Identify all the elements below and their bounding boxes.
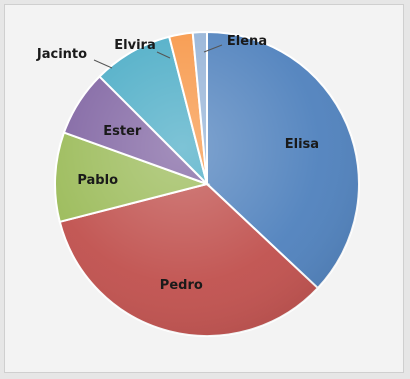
leader-line-elvira (156, 51, 171, 59)
leader-line-elena (203, 44, 223, 53)
slice-label-jacinto: Jacinto (36, 47, 87, 62)
slice-label-elisa: Elisa (285, 137, 319, 152)
slice-label-elvira: Elvira (114, 38, 155, 53)
leader-line-jacinto (93, 59, 113, 69)
slice-label-pablo: Pablo (77, 173, 118, 188)
slice-label-pedro: Pedro (160, 278, 203, 293)
slice-label-ester: Ester (103, 124, 142, 139)
slice-label-elena: Elena (227, 34, 267, 49)
